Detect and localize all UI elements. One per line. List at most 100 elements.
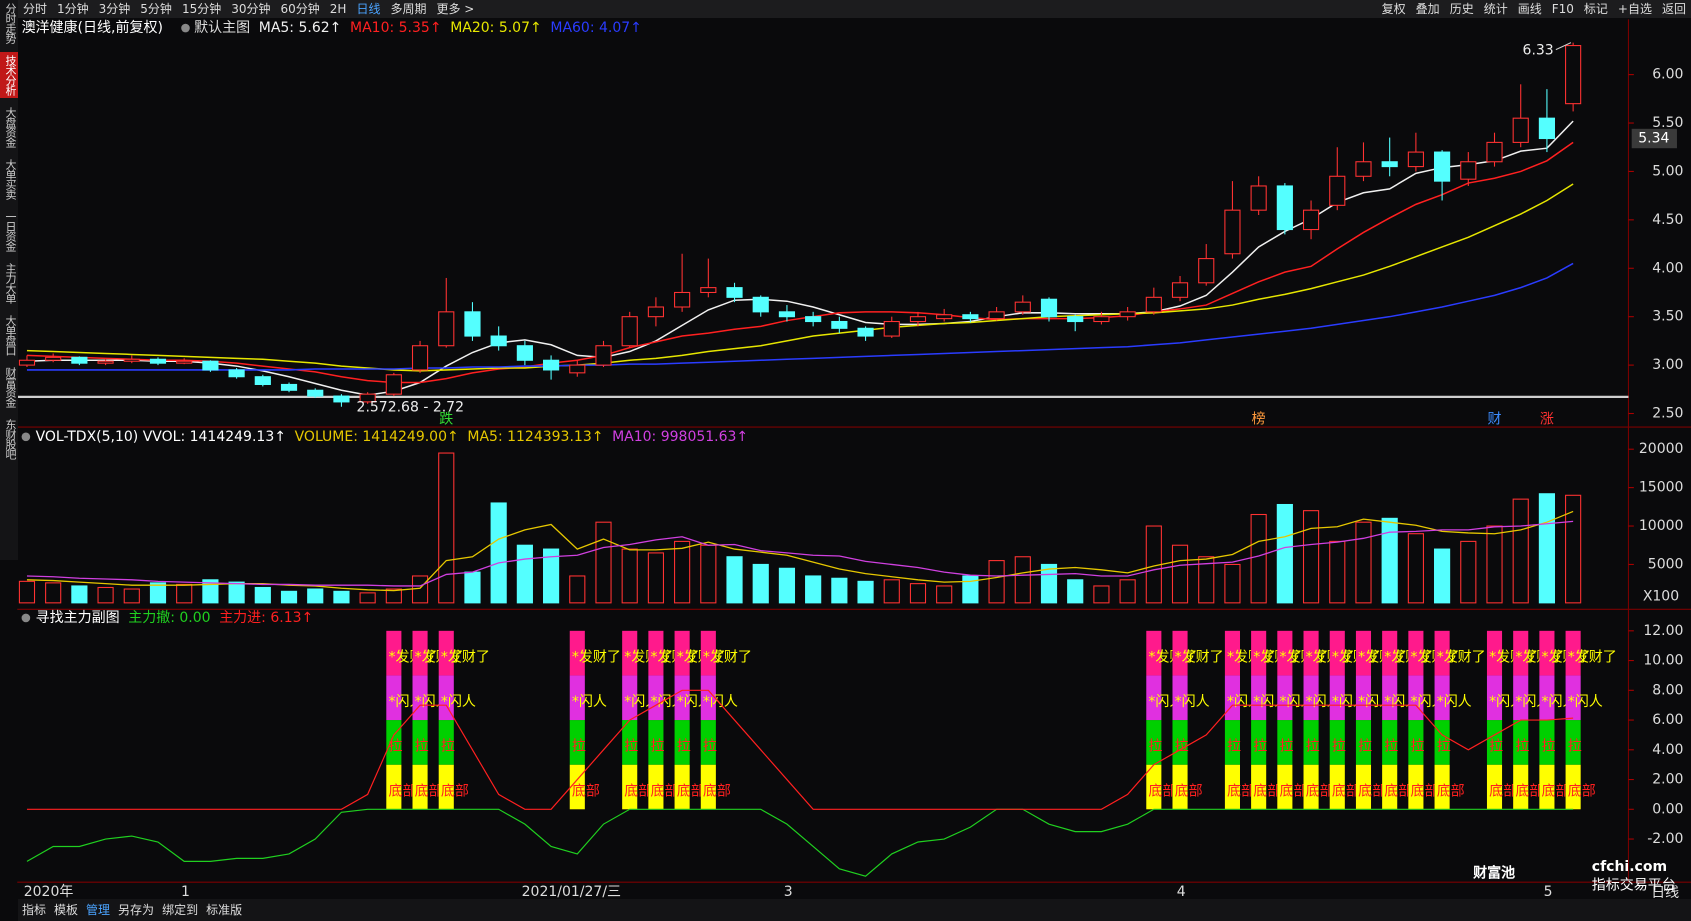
- volume-bar: [647, 552, 664, 604]
- period-tab[interactable]: 5分钟: [140, 2, 172, 16]
- bottom-tab[interactable]: 指标: [22, 903, 47, 917]
- bottom-tab[interactable]: 另存为: [118, 903, 155, 917]
- candle-body: [1329, 175, 1346, 206]
- signal-label: 底部: [1542, 783, 1570, 799]
- ma-line: [26, 141, 1574, 384]
- signal-segment: [1513, 630, 1529, 676]
- signal-label: 拉: [703, 739, 717, 755]
- signal-label: 拉: [1515, 739, 1529, 755]
- side-tab[interactable]: 分时走势: [4, 3, 17, 43]
- y-tick-label: 10000: [1639, 518, 1684, 534]
- signal-label: 底部: [1568, 783, 1596, 799]
- signal-segment: [1251, 764, 1267, 810]
- volume-bar: [97, 586, 114, 604]
- period-tab[interactable]: 多周期: [390, 2, 427, 16]
- bottom-tab[interactable]: 管理: [86, 903, 111, 917]
- signal-label: 拉: [1542, 739, 1556, 755]
- candle-body: [988, 311, 1005, 320]
- side-tab[interactable]: 大单买卖: [4, 159, 17, 199]
- signal-label: 底部: [1148, 783, 1176, 799]
- y-tick-label: 12.00: [1643, 623, 1683, 639]
- signal-label: 底部: [441, 783, 469, 799]
- tool-button[interactable]: 画线: [1517, 2, 1542, 16]
- signal-segment: [1303, 630, 1319, 676]
- candle-body: [228, 369, 245, 378]
- signal-segment: [674, 675, 690, 721]
- menu-icon: [21, 432, 31, 442]
- volume-bar: [385, 588, 402, 604]
- legend-entry: VOLUME: 1414249.00↑: [295, 429, 459, 445]
- volume-bar: [1276, 503, 1293, 604]
- period-tab[interactable]: 更多 >: [436, 2, 475, 16]
- period-tab[interactable]: 3分钟: [98, 2, 131, 16]
- period-tab[interactable]: 60分钟: [280, 2, 320, 16]
- tool-button[interactable]: +自选: [1617, 2, 1652, 16]
- signal-label: 底部: [703, 783, 731, 799]
- side-tab[interactable]: 一日资金: [4, 211, 17, 251]
- side-tab[interactable]: 主力大单: [4, 263, 17, 303]
- annotation-arrow: [1555, 42, 1572, 51]
- volume-bar: [936, 585, 953, 604]
- signal-segment: [1434, 764, 1450, 810]
- signal-label: 底部: [1332, 783, 1360, 799]
- signal-label: 拉: [1410, 739, 1424, 755]
- candle-body: [1460, 161, 1477, 180]
- tool-button[interactable]: 统计: [1483, 2, 1508, 16]
- volume-bar: [726, 556, 743, 604]
- signal-segment: [1486, 675, 1503, 721]
- signal-label: 底部: [1384, 783, 1412, 799]
- side-tab[interactable]: 东财股吧: [4, 419, 17, 459]
- candle-body: [176, 360, 193, 364]
- bottom-tab[interactable]: 标准版: [206, 903, 243, 917]
- volume-bar: [1565, 494, 1582, 604]
- signal-label: 拉: [1279, 739, 1293, 755]
- side-tab[interactable]: 大盘资金: [4, 107, 17, 147]
- tool-button[interactable]: 叠加: [1415, 2, 1440, 16]
- y-tick-label: 0.00: [1652, 801, 1683, 817]
- ma-line: [26, 262, 1574, 371]
- volume-bar: [805, 575, 822, 604]
- candle-body: [1538, 117, 1556, 140]
- volume-bar: [516, 544, 533, 604]
- side-tab[interactable]: 技术分析: [0, 52, 18, 98]
- period-tab[interactable]: 2H: [329, 2, 347, 16]
- tool-button[interactable]: 历史: [1449, 2, 1474, 16]
- signal-segment: [1513, 720, 1529, 765]
- signal-segment: [1565, 675, 1581, 721]
- candle-body: [71, 356, 88, 364]
- volume-bar: [1250, 513, 1267, 604]
- period-tab[interactable]: 15分钟: [181, 2, 222, 16]
- indicator-line: [26, 808, 1574, 877]
- tool-button[interactable]: F10: [1551, 2, 1574, 16]
- side-tab[interactable]: 财富资金: [4, 367, 17, 407]
- tool-button[interactable]: 复权: [1381, 2, 1406, 16]
- period-label: 日线: [1651, 885, 1679, 901]
- logo-tagline: 指标交易平台: [1592, 876, 1676, 893]
- period-tab[interactable]: 日线: [356, 2, 381, 16]
- tool-button[interactable]: 标记: [1583, 2, 1608, 16]
- candle-body: [18, 359, 36, 366]
- unit-label: X100: [1643, 588, 1679, 604]
- period-tab[interactable]: 1分钟: [57, 2, 89, 16]
- period-tab[interactable]: 30分钟: [231, 2, 271, 16]
- signal-label: 拉: [1306, 739, 1320, 755]
- volume-bar: [857, 580, 874, 604]
- period-tab[interactable]: 分时: [23, 2, 48, 16]
- bottom-tab[interactable]: 模板: [54, 903, 79, 917]
- side-tab[interactable]: 大单盘口: [4, 315, 17, 355]
- volume-bar: [307, 588, 324, 604]
- candle-body: [1434, 151, 1451, 182]
- x-tick-label: 3: [784, 884, 793, 900]
- candle-body: [1119, 311, 1136, 318]
- candle-body: [1565, 45, 1582, 105]
- y-tick-label: 2.00: [1652, 772, 1683, 788]
- signal-segment: [386, 764, 402, 810]
- tool-button[interactable]: 返回: [1661, 2, 1686, 16]
- signal-segment: [1355, 630, 1372, 676]
- signal-segment: [1146, 720, 1162, 765]
- signal-segment: [1355, 720, 1372, 765]
- signal-segment: [1329, 764, 1345, 810]
- legend-entry: 默认主图: [194, 20, 250, 36]
- bottom-tab[interactable]: 绑定到: [162, 903, 199, 917]
- volume-bar: [1355, 521, 1372, 604]
